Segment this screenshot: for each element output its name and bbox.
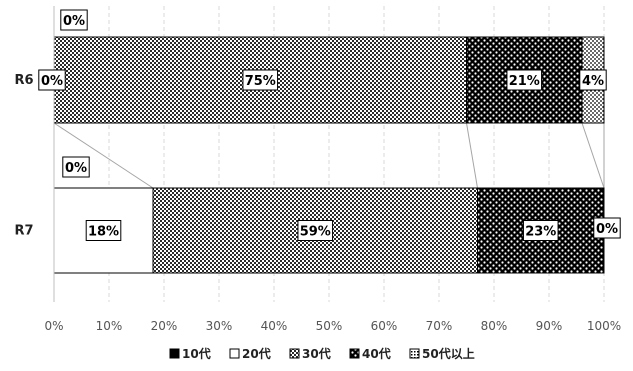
series-line-2 (53, 122, 154, 189)
data-label-R7-x35304ee34ee54e0a: 0% (593, 217, 621, 239)
x-tick-label-5: 50% (316, 319, 343, 333)
svg-text:4%: 4% (582, 74, 604, 89)
legend-swatch-x31304ee3 (169, 348, 180, 359)
data-label-R6-x32304ee3: 0% (38, 69, 66, 91)
svg-text:18%: 18% (88, 225, 119, 240)
data-label-R6-x34304ee3: 21% (506, 69, 543, 91)
svg-text:0%: 0% (65, 161, 87, 176)
svg-text:21%: 21% (509, 74, 540, 89)
legend-label-x34304ee3: 40代 (362, 346, 391, 361)
svg-text:0%: 0% (63, 14, 85, 29)
legend-swatch-x33304ee3 (289, 348, 300, 359)
legend-item-x35304ee34ee54e0a: 50代以上 (409, 346, 475, 361)
data-label-R6-x33304ee3: 75% (242, 69, 279, 91)
legend-label-x35304ee34ee54e0a: 50代以上 (422, 346, 475, 361)
svg-text:23%: 23% (525, 225, 556, 240)
x-tick-label-9: 90% (536, 319, 563, 333)
x-tick-label-3: 30% (206, 319, 233, 333)
x-tick-label-2: 20% (151, 319, 178, 333)
legend-label-x31304ee3: 10代 (182, 346, 211, 361)
data-label-R7-x34304ee3: 23% (522, 220, 559, 241)
legend: 10代 20代 30代 40代 50代以上 (169, 346, 475, 361)
legend-swatch-x35304ee34ee54e0a (409, 348, 420, 359)
category-label-R6: R6 (14, 73, 33, 88)
legend-label-x33304ee3: 30代 (302, 346, 331, 361)
x-tick-label-1: 10% (96, 319, 123, 333)
svg-text:0%: 0% (596, 222, 618, 237)
axes: 0% 10% 20% 30% 40% 50% 60% 70% 80% 90% 100% R6 R7 (14, 6, 621, 333)
data-labels: 0% 0% 75% 21% 4% 0% 18% 59% 23% 0% (38, 9, 621, 241)
x-tick-label-6: 60% (371, 319, 398, 333)
legend-item-x34304ee3: 40代 (349, 346, 391, 361)
x-tick-label-0: 0% (44, 319, 63, 333)
legend-swatch-x32304ee3 (229, 348, 240, 359)
data-label-R7-x33304ee3: 59% (297, 220, 334, 241)
legend-swatch-x34304ee3 (349, 348, 360, 359)
data-label-R7-x31304ee3: 0% (62, 156, 90, 178)
legend-item-x31304ee3: 10代 (169, 346, 211, 361)
legend-item-x32304ee3: 20代 (229, 346, 271, 361)
legend-item-x33304ee3: 30代 (289, 346, 331, 361)
x-tick-label-8: 80% (481, 319, 508, 333)
data-label-R6-x31304ee3: 0% (60, 9, 88, 31)
series-line-3 (466, 122, 478, 189)
svg-text:59%: 59% (300, 225, 331, 240)
data-label-R7-x32304ee3: 18% (85, 220, 122, 241)
x-tick-label-10: 100% (587, 319, 621, 333)
category-label-R7: R7 (14, 224, 33, 239)
x-tick-label-7: 70% (426, 319, 453, 333)
series-line-4 (581, 122, 605, 189)
svg-text:75%: 75% (245, 74, 276, 89)
legend-label-x32304ee3: 20代 (242, 346, 271, 361)
data-label-R6-x35304ee34ee54e0a: 4% (579, 69, 607, 91)
svg-text:0%: 0% (41, 74, 63, 89)
x-tick-label-4: 40% (261, 319, 288, 333)
